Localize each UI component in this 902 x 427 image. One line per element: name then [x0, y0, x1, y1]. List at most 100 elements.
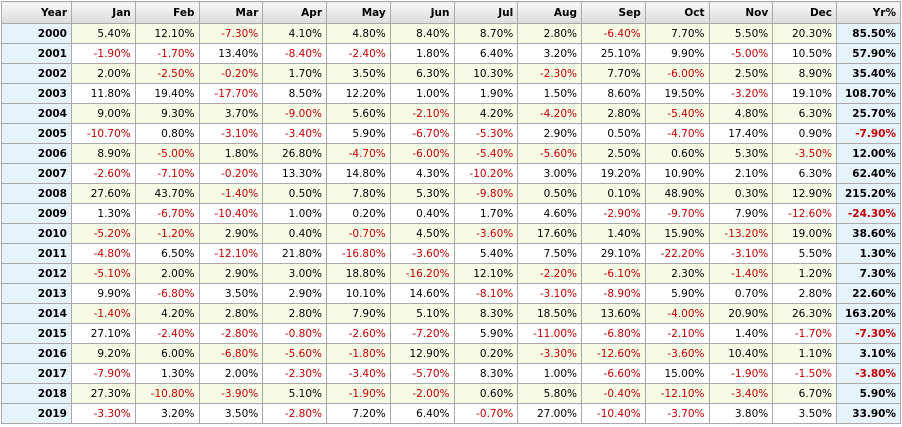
month-cell: 2.80%: [581, 103, 646, 124]
month-cell: -7.10%: [134, 163, 200, 184]
month-cell: 5.90%: [644, 283, 710, 304]
table-row: 2015 27.10% -2.40% -2.80% -0.80% -2.60% -7.20%…: [1, 323, 901, 344]
month-cell: 7.70%: [581, 63, 646, 84]
month-cell: 0.50%: [262, 183, 327, 204]
month-cell: -1.40%: [71, 303, 136, 324]
month-cell: 1.30%: [71, 203, 136, 224]
year-cell: 2003: [1, 83, 72, 104]
year-total-cell: 35.40%: [836, 63, 901, 84]
year-total-cell: 108.70%: [836, 83, 901, 104]
month-cell: 7.80%: [326, 183, 391, 204]
month-cell: 15.90%: [644, 223, 710, 244]
month-cell: 8.30%: [453, 303, 519, 324]
month-cell: 6.70%: [772, 383, 837, 404]
year-total-cell: 1.30%: [836, 243, 901, 264]
month-cell: -2.90%: [581, 203, 646, 224]
month-cell: 4.50%: [389, 223, 455, 244]
month-cell: -3.20%: [708, 83, 774, 104]
month-cell: 2.00%: [71, 63, 136, 84]
month-cell: 1.00%: [262, 203, 327, 224]
month-cell: 2.00%: [198, 363, 264, 384]
month-cell: 6.40%: [453, 43, 519, 64]
month-cell: 6.50%: [134, 243, 200, 264]
month-cell: 27.30%: [71, 383, 136, 404]
month-cell: 7.70%: [644, 23, 710, 44]
month-cell: -16.20%: [389, 263, 455, 284]
month-cell: 2.80%: [198, 303, 264, 324]
month-cell: -1.20%: [134, 223, 200, 244]
table-row: 2009 1.30% -6.70% -10.40% 1.00% 0.20% 0.40% 1.7…: [1, 203, 901, 224]
year-cell: 2001: [1, 43, 72, 64]
month-cell: -8.90%: [581, 283, 646, 304]
month-cell: -1.70%: [772, 323, 837, 344]
year-total-cell: 22.60%: [836, 283, 901, 304]
month-cell: 2.80%: [262, 303, 327, 324]
year-total-cell: 215.20%: [836, 183, 901, 204]
month-cell: 20.30%: [772, 23, 837, 44]
month-cell: 5.90%: [326, 123, 391, 144]
month-cell: -10.70%: [71, 123, 136, 144]
month-cell: -7.90%: [71, 363, 136, 384]
month-cell: 5.80%: [517, 383, 582, 404]
month-cell: -3.60%: [453, 223, 519, 244]
month-cell: 25.10%: [581, 43, 646, 64]
month-cell: 3.50%: [326, 63, 391, 84]
month-cell: 27.60%: [71, 183, 136, 204]
month-cell: 21.80%: [262, 243, 327, 264]
year-total-cell: 33.90%: [836, 403, 901, 424]
month-cell: 10.40%: [708, 343, 774, 364]
month-cell: 12.20%: [326, 83, 391, 104]
month-cell: 6.30%: [772, 103, 837, 124]
month-cell: -2.60%: [326, 323, 391, 344]
month-cell: -5.70%: [389, 363, 455, 384]
month-cell: -1.90%: [326, 383, 391, 404]
month-cell: -6.80%: [198, 343, 264, 364]
table-row: 2002 2.00% -2.50% -0.20% 1.70% 3.50% 6.30% 10.3…: [1, 63, 901, 84]
column-header: Jan: [71, 1, 136, 24]
month-cell: -9.70%: [644, 203, 710, 224]
month-cell: 19.50%: [644, 83, 710, 104]
month-cell: 8.70%: [453, 23, 519, 44]
table-row: 2004 9.00% 9.30% 3.70% -9.00% 5.60% -2.10% 4.20…: [1, 103, 901, 124]
month-cell: -2.40%: [134, 323, 200, 344]
month-cell: 3.70%: [198, 103, 264, 124]
month-cell: 18.80%: [326, 263, 391, 284]
month-cell: -2.80%: [198, 323, 264, 344]
month-cell: -6.10%: [581, 263, 646, 284]
month-cell: 5.50%: [772, 243, 837, 264]
month-cell: 18.50%: [517, 303, 582, 324]
month-cell: -2.50%: [134, 63, 200, 84]
month-cell: -3.10%: [198, 123, 264, 144]
month-cell: 12.90%: [772, 183, 837, 204]
year-cell: 2006: [1, 143, 72, 164]
month-cell: -6.70%: [134, 203, 200, 224]
month-cell: -0.20%: [198, 163, 264, 184]
month-cell: 3.00%: [262, 263, 327, 284]
column-header: Aug: [517, 1, 582, 24]
month-cell: -2.80%: [262, 403, 327, 424]
month-cell: 8.30%: [453, 363, 519, 384]
month-cell: 2.00%: [134, 263, 200, 284]
column-header: Yr%: [836, 1, 901, 24]
month-cell: 20.90%: [708, 303, 774, 324]
month-cell: 4.10%: [262, 23, 327, 44]
month-cell: 4.80%: [326, 23, 391, 44]
month-cell: -5.30%: [453, 123, 519, 144]
month-cell: -3.10%: [708, 243, 774, 264]
month-cell: 7.90%: [708, 203, 774, 224]
table-row: 2016 9.20% 6.00% -6.80% -5.60% -1.80% 12.90% 0.…: [1, 343, 901, 364]
month-cell: 0.40%: [262, 223, 327, 244]
month-cell: -5.40%: [453, 143, 519, 164]
month-cell: 15.00%: [644, 363, 710, 384]
month-cell: -6.80%: [134, 283, 200, 304]
month-cell: -3.30%: [517, 343, 582, 364]
month-cell: -5.00%: [134, 143, 200, 164]
year-cell: 2013: [1, 283, 72, 304]
month-cell: 0.60%: [644, 143, 710, 164]
month-cell: -7.30%: [198, 23, 264, 44]
month-cell: 1.70%: [262, 63, 327, 84]
month-cell: -2.00%: [389, 383, 455, 404]
month-cell: 8.50%: [262, 83, 327, 104]
month-cell: -1.70%: [134, 43, 200, 64]
